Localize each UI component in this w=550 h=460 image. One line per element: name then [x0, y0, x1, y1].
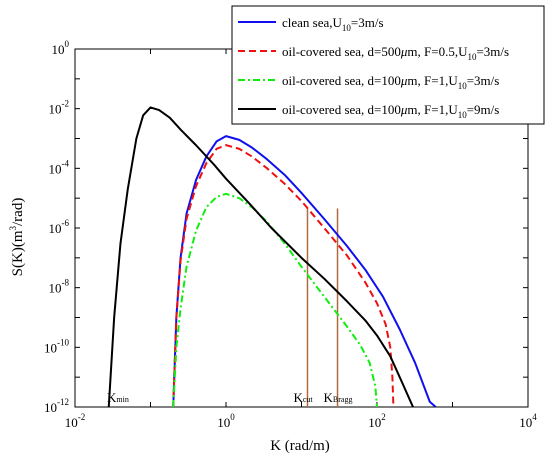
series-line-1 [172, 144, 395, 407]
annotation-cut: Kcut [293, 390, 313, 405]
x-tick-label: 10-2 [65, 412, 86, 430]
y-tick-label: 10-4 [49, 158, 70, 176]
x-tick-label: 104 [519, 412, 537, 430]
legend-label-1: oil-covered sea, d=500μm, F=0.5,U10=3m/s [282, 44, 509, 62]
x-tick-label: 100 [217, 412, 235, 430]
annotations: Kmin Kcut KBragg [107, 390, 352, 405]
y-tick-label: 10-6 [49, 218, 70, 236]
legend-label-0: clean sea,U10=3m/s [282, 15, 384, 33]
legend: clean sea,U10=3m/s oil-covered sea, d=500… [231, 5, 545, 125]
y-tick-label: 10-10 [44, 337, 69, 355]
legend-box [231, 5, 545, 125]
cutoff-lines [306, 208, 339, 407]
y-axis-title-sup: 3 [8, 226, 18, 231]
y-tick-label: 10-2 [49, 99, 70, 117]
x-tick-label: 102 [368, 412, 386, 430]
legend-label-3: oil-covered sea, d=100μm, F=1,U10=9m/s [282, 102, 499, 120]
series-line-0 [172, 135, 437, 407]
series-line-3 [107, 106, 414, 407]
y-tick-label: 100 [52, 39, 70, 57]
series-lines [107, 106, 437, 407]
y-tick-label: 10-8 [49, 278, 70, 296]
legend-label-2: oil-covered sea, d=100μm, F=1,U10=3m/s [282, 73, 499, 91]
y-axis-title-main: S(K)(m [10, 230, 26, 276]
y-axis-title-tail: /rad) [10, 198, 26, 226]
y-axis-title: S(K)(m3/rad) [8, 198, 26, 277]
annotation-min: Kmin [107, 390, 129, 405]
x-axis-title: K (rad/m) [270, 438, 330, 454]
annotation-Bragg: KBragg [324, 390, 353, 405]
y-tick-label: 10-12 [44, 397, 69, 415]
